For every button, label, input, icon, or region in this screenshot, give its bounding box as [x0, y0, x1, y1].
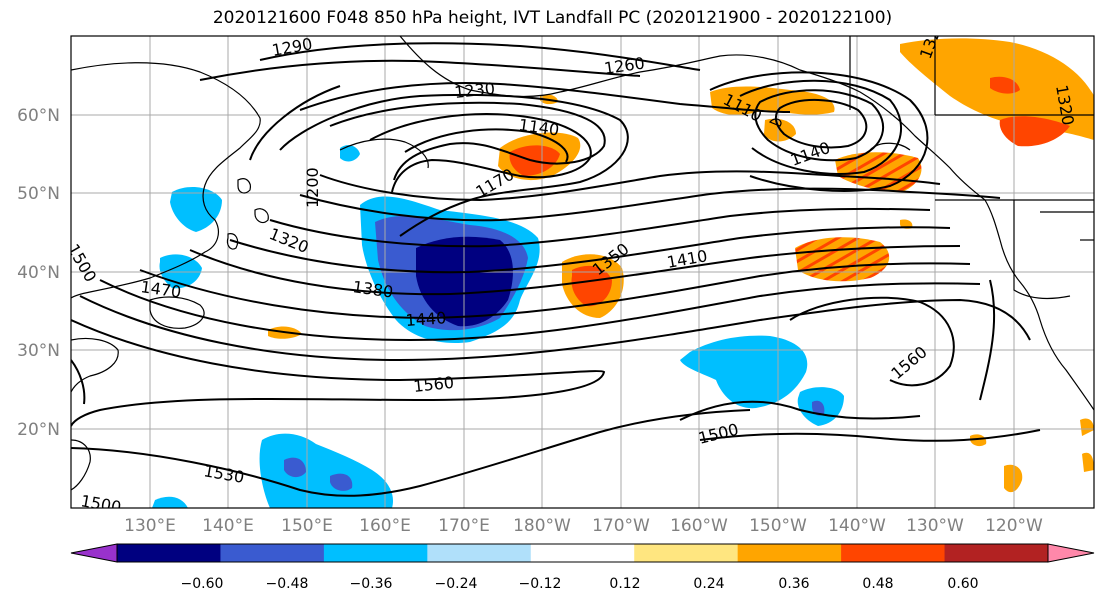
negative-pc-region	[330, 473, 353, 491]
negative-pc-region	[259, 433, 394, 508]
positive-pc-region	[990, 76, 1020, 94]
lat-tick-label: 20°N	[17, 420, 60, 440]
colorbar-tick-label: −0.48	[266, 576, 309, 592]
lon-tick-label: 140°E	[202, 516, 254, 536]
colorbar-tick-label: 0.12	[609, 576, 640, 592]
colorbar-tick-label: 0.36	[778, 576, 809, 592]
colorbar-tick-label: −0.24	[435, 576, 478, 592]
contour-label: 1230	[453, 79, 495, 102]
lon-tick-label: 120°W	[985, 516, 1043, 536]
positive-pc-region	[970, 434, 987, 447]
positive-pc-region	[1004, 464, 1023, 493]
colorbar-segment	[841, 544, 946, 562]
colorbar	[70, 543, 1095, 563]
colorbar-tick-label: 0.60	[947, 576, 978, 592]
lon-tick-label: 160°E	[359, 516, 411, 536]
lon-tick-label: 170°W	[592, 516, 650, 536]
negative-pc-region	[340, 145, 360, 162]
lon-tick-label: 160°W	[670, 516, 728, 536]
colorbar-segment	[634, 544, 739, 562]
map-frame	[70, 35, 1095, 509]
colorbar-segment	[117, 544, 221, 562]
height-contours	[71, 42, 1041, 497]
colorbar-tick-label: −0.36	[350, 576, 393, 592]
positive-pc-region	[1060, 83, 1094, 130]
latitude-labels: 60°N 50°N 40°N 30°N 20°N	[17, 106, 60, 440]
contour-label: 1290	[270, 34, 313, 60]
lat-tick-label: 30°N	[17, 341, 60, 361]
coastlines	[71, 36, 1094, 491]
positive-pc-region	[1082, 452, 1094, 472]
colorbar-tick-label: 0.48	[862, 576, 893, 592]
positive-pc-region	[1080, 418, 1094, 436]
lon-tick-label: 170°E	[438, 516, 490, 536]
colorbar-segment	[737, 544, 842, 562]
positive-pc-region	[710, 86, 835, 115]
negative-pc-region	[170, 186, 222, 232]
lon-tick-label: 130°W	[906, 516, 964, 536]
colorbar-segment	[427, 544, 532, 562]
graticule	[71, 36, 1094, 508]
colorbar-tick-labels: −0.60 −0.48 −0.36 −0.24 −0.12 0.12 0.24 …	[181, 576, 979, 592]
negative-pc-region	[680, 335, 808, 409]
colorbar-tick-label: −0.12	[519, 576, 562, 592]
colorbar-extend-high	[1047, 543, 1095, 563]
contour-label: 1560	[412, 373, 454, 396]
positive-pc-region	[571, 265, 612, 307]
contour-label: 1500	[79, 491, 122, 517]
positive-pc-region	[795, 237, 890, 282]
colorbar-extend-low	[70, 543, 118, 563]
negative-pc-region	[284, 457, 306, 478]
contour-label: 1440	[405, 308, 447, 330]
lon-tick-label: 150°W	[749, 516, 807, 536]
negative-pc-region	[152, 496, 188, 508]
negative-pc-region	[812, 400, 825, 416]
lon-tick-label: 130°E	[124, 516, 176, 536]
contour-label: 1200	[303, 167, 322, 208]
colorbar-segment	[530, 544, 635, 562]
map-area: 1290 1260 1230 1140 1110 1140 1200 1170 …	[71, 34, 1094, 517]
positive-pc-region	[999, 116, 1070, 147]
lat-tick-label: 50°N	[17, 184, 60, 204]
colorbar-tick-label: 0.24	[693, 576, 724, 592]
colorbar-segment	[220, 544, 325, 562]
colorbar-tick-label: −0.60	[181, 576, 224, 592]
colorbar-segment	[944, 544, 1049, 562]
lon-tick-label: 150°E	[281, 516, 333, 536]
lat-tick-label: 60°N	[17, 106, 60, 126]
colorbar-segment	[323, 544, 428, 562]
colorbar-frame	[116, 543, 1049, 563]
longitude-labels: 130°E 140°E 150°E 160°E 170°E 180°W 170°…	[124, 516, 1043, 536]
map-title: 2020121600 F048 850 hPa height, IVT Land…	[212, 8, 893, 28]
lon-tick-label: 180°W	[513, 516, 571, 536]
lat-tick-label: 40°N	[17, 263, 60, 283]
lon-tick-label: 140°W	[828, 516, 886, 536]
